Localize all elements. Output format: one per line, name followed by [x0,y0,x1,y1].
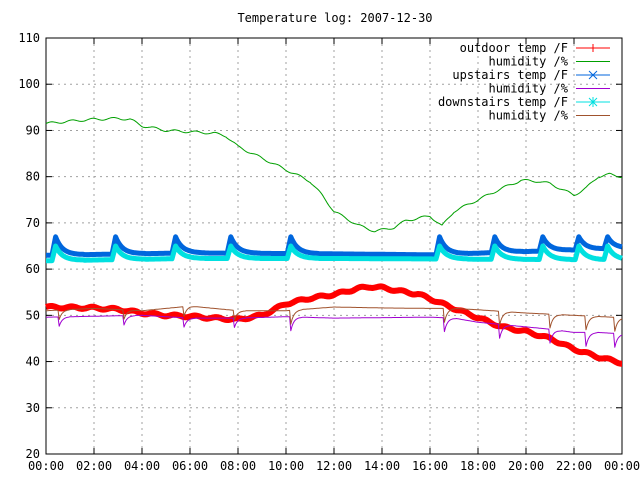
series-line [45,117,623,233]
x-tick-label: 00:00 [28,459,64,473]
series-line [44,243,624,264]
series-lines [44,117,624,367]
x-tick-label: 12:00 [316,459,352,473]
legend-label: humidity /% [489,82,569,96]
legend-label: downstairs temp /F [438,95,568,109]
y-tick-label: 60 [26,262,40,276]
chart-title: Temperature log: 2007-12-30 [237,11,432,25]
series-2 [44,234,624,258]
series-1 [45,117,623,233]
x-tick-label: 10:00 [268,459,304,473]
x-tick-label: 14:00 [364,459,400,473]
legend-marker [588,70,598,80]
x-tick-label: 06:00 [172,459,208,473]
legend-label: outdoor temp /F [460,41,568,55]
x-tick-label: 18:00 [460,459,496,473]
y-tick-label: 30 [26,401,40,415]
y-tick-label: 50 [26,308,40,322]
series-line [46,314,623,348]
y-tick-label: 80 [26,170,40,184]
legend-label: upstairs temp /F [452,68,568,82]
series-4 [44,243,624,264]
y-tick-label: 40 [26,355,40,369]
y-tick-label: 110 [18,31,40,45]
x-tick-label: 00:00 [604,459,640,473]
x-tick-label: 16:00 [412,459,448,473]
series-3 [46,314,623,348]
series-0 [44,283,624,367]
x-tick-label: 02:00 [76,459,112,473]
x-tick-label: 20:00 [508,459,544,473]
series-line [44,234,624,258]
series-line [44,283,624,367]
y-tick-label: 90 [26,123,40,137]
series-line [46,306,623,332]
legend-label: humidity /% [489,55,569,69]
legend-label: humidity /% [489,109,569,123]
y-tick-label: 70 [26,216,40,230]
y-tick-label: 100 [18,77,40,91]
x-tick-label: 22:00 [556,459,592,473]
x-tick-label: 08:00 [220,459,256,473]
y-tick-label: 20 [26,447,40,461]
x-tick-label: 04:00 [124,459,160,473]
series-5 [46,306,623,332]
